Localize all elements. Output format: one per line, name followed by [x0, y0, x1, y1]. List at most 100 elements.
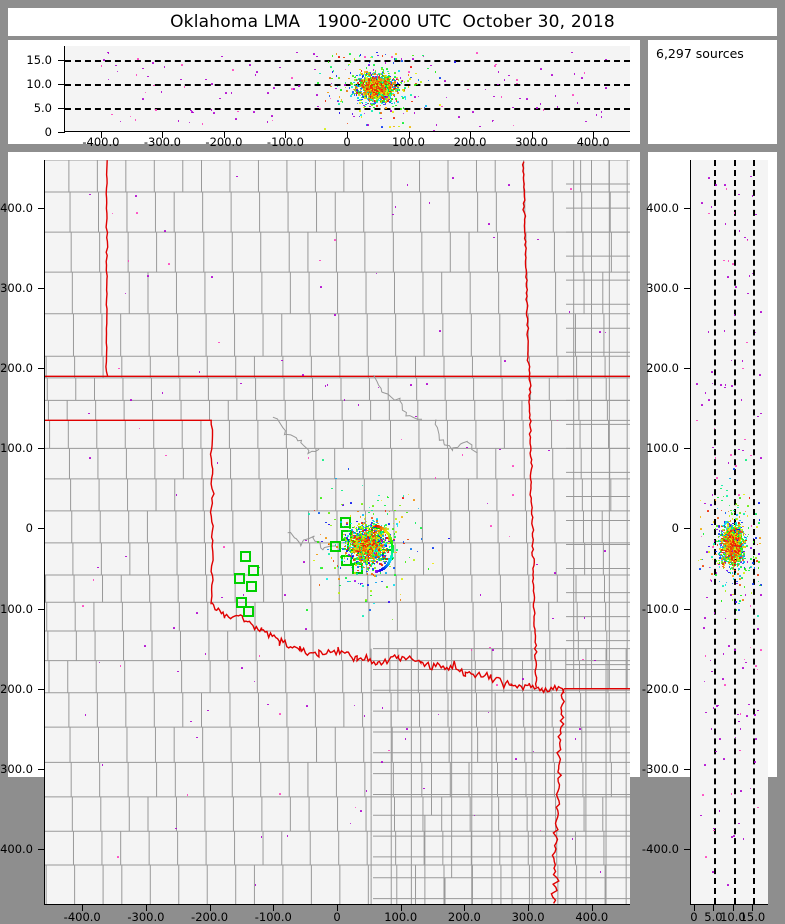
source-point-noise: [516, 79, 518, 81]
source-point: [394, 574, 396, 576]
map-y-tick: [38, 769, 45, 770]
source-point-noise: [479, 126, 481, 128]
source-point: [354, 89, 356, 91]
source-point: [412, 55, 414, 57]
source-point: [370, 85, 372, 87]
source-point-noise: [187, 794, 189, 796]
source-point: [372, 505, 374, 507]
source-point: [347, 535, 349, 537]
source-point: [338, 578, 340, 580]
source-point-noise: [207, 710, 209, 712]
source-point-noise: [584, 72, 586, 74]
source-point: [345, 577, 347, 579]
source-point-noise: [211, 83, 213, 85]
source-point-noise: [111, 114, 113, 116]
source-point: [330, 86, 332, 88]
source-point-noise: [273, 87, 275, 89]
source-point: [371, 96, 373, 98]
map-x-tick: [592, 905, 593, 911]
source-point: [404, 89, 406, 91]
source-point: [357, 97, 359, 99]
source-point: [367, 554, 369, 556]
source-point: [361, 116, 363, 118]
source-point-noise: [555, 95, 557, 97]
source-point: [381, 68, 383, 70]
source-point-noise: [554, 572, 556, 574]
source-point: [351, 83, 353, 85]
source-point-noise: [291, 88, 293, 90]
source-point-noise: [519, 98, 521, 100]
source-point-noise: [557, 106, 559, 108]
source-point: [349, 581, 351, 583]
source-point: [359, 102, 361, 104]
source-point: [392, 111, 394, 113]
top-y-tick-label: 15.0: [26, 53, 52, 67]
source-point-noise: [241, 667, 243, 669]
source-point-noise: [414, 96, 416, 98]
source-point: [366, 562, 368, 564]
source-point: [402, 80, 404, 82]
source-point-noise: [493, 120, 495, 122]
source-point: [376, 558, 378, 560]
source-point: [367, 584, 369, 586]
source-point: [341, 559, 343, 561]
source-point-noise: [205, 653, 207, 655]
lma-station-marker: [248, 565, 259, 576]
source-point: [387, 71, 389, 73]
source-point: [394, 81, 396, 83]
source-point-noise: [540, 103, 542, 105]
source-point-noise: [498, 71, 500, 73]
source-point: [350, 61, 352, 63]
top-panel-plot-area: [64, 46, 630, 132]
right-y-tick-label: 400.0: [646, 201, 679, 215]
source-point-noise: [360, 810, 362, 812]
source-point-noise: [604, 550, 606, 552]
source-point: [371, 517, 373, 519]
source-point: [375, 554, 377, 556]
map-x-tick-label: 400.0: [575, 910, 608, 924]
source-point-noise: [512, 494, 514, 496]
source-point: [393, 584, 395, 586]
source-point: [410, 66, 412, 68]
source-point-noise: [430, 65, 432, 67]
source-point: [383, 104, 385, 106]
source-point: [404, 87, 406, 89]
source-point: [325, 100, 327, 102]
source-point: [327, 92, 329, 94]
source-point: [383, 547, 385, 549]
source-point: [404, 81, 406, 83]
source-point: [351, 551, 353, 553]
source-point: [362, 615, 364, 617]
source-point: [336, 546, 338, 548]
source-point: [413, 559, 415, 561]
source-point: [348, 78, 350, 80]
source-point: [377, 55, 379, 57]
source-point: [317, 541, 319, 543]
source-point: [371, 510, 373, 512]
source-point-noise: [504, 79, 506, 81]
source-point: [410, 548, 412, 550]
top-x-tick: [224, 132, 225, 138]
source-point: [361, 503, 363, 505]
source-point-noise: [237, 111, 239, 113]
source-point: [427, 68, 429, 70]
source-point: [320, 497, 322, 499]
source-point: [454, 61, 456, 63]
source-point: [371, 110, 373, 112]
source-point: [408, 86, 410, 88]
source-point: [393, 117, 395, 119]
map-y-tick: [38, 849, 45, 850]
source-point: [357, 562, 359, 564]
top-x-tick: [593, 132, 594, 138]
source-point-noise: [426, 383, 428, 385]
source-point-noise: [130, 116, 132, 118]
source-point: [353, 537, 355, 539]
source-point-noise: [313, 53, 315, 55]
source-point: [408, 74, 410, 76]
source-point-noise: [375, 76, 377, 78]
source-point: [341, 490, 343, 492]
source-point: [350, 95, 352, 97]
source-point-noise: [225, 92, 227, 94]
source-point-noise: [85, 714, 87, 716]
source-point-noise: [136, 212, 138, 214]
